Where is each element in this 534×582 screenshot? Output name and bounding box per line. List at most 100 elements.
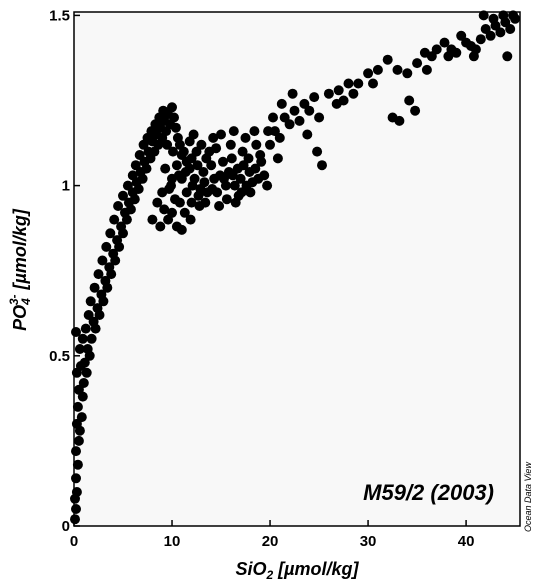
data-point <box>214 201 225 211</box>
data-point <box>312 146 323 157</box>
data-point <box>134 150 145 160</box>
data-point <box>317 160 327 171</box>
data-point <box>240 132 251 143</box>
data-point <box>294 115 305 126</box>
data-point <box>309 92 320 103</box>
data-point <box>72 401 83 412</box>
data-point <box>268 112 278 123</box>
data-point <box>89 282 100 293</box>
data-point <box>155 221 166 232</box>
data-point <box>368 78 378 89</box>
x-axis-title-unit: [µmol/kg] <box>273 559 359 579</box>
y-axis-title-sub: 4 <box>19 298 33 306</box>
data-point <box>287 88 298 99</box>
data-point <box>302 129 313 140</box>
data-point <box>105 228 116 239</box>
data-point <box>176 224 187 235</box>
data-point <box>443 51 454 62</box>
data-point <box>372 64 383 75</box>
data-point <box>193 190 204 201</box>
data-point <box>237 146 248 157</box>
data-point <box>93 269 104 280</box>
data-point <box>98 296 109 307</box>
data-point <box>262 180 273 191</box>
data-point <box>168 146 178 157</box>
data-point <box>133 184 144 194</box>
plot-background <box>74 12 520 526</box>
x-tick-label: 0 <box>70 533 78 550</box>
data-point <box>185 214 196 225</box>
data-point <box>235 173 246 184</box>
data-point <box>178 146 189 157</box>
data-point <box>216 129 226 140</box>
data-point <box>478 10 489 21</box>
data-point <box>229 180 240 191</box>
data-point <box>236 187 247 198</box>
data-point <box>97 255 108 266</box>
data-point <box>84 350 95 361</box>
data-point <box>169 112 179 123</box>
data-point <box>118 190 128 201</box>
data-point <box>199 177 210 188</box>
data-point <box>141 163 152 174</box>
y-tick-label: 0 <box>62 518 70 535</box>
data-point <box>276 98 287 109</box>
data-point <box>121 214 132 225</box>
data-point <box>495 27 506 38</box>
data-point <box>382 54 393 65</box>
data-point <box>218 156 228 167</box>
data-point <box>468 51 479 62</box>
data-point <box>77 333 88 344</box>
data-point <box>74 425 85 436</box>
axis-ticks: 0 10 20 30 40 0 0.5 1 1.5 <box>49 7 474 550</box>
data-point <box>402 68 413 79</box>
x-axis-title: SiO2 [µmol/kg] <box>235 559 359 582</box>
data-point <box>333 85 344 96</box>
data-point <box>243 153 254 164</box>
data-point <box>488 13 499 24</box>
data-points <box>70 10 521 525</box>
data-point <box>76 412 87 423</box>
data-point <box>363 68 374 79</box>
data-point <box>249 126 260 137</box>
data-point <box>71 446 81 457</box>
data-point <box>274 132 285 143</box>
data-point <box>196 139 207 150</box>
x-tick-label: 30 <box>360 533 377 550</box>
data-point <box>129 194 140 205</box>
data-point <box>181 187 192 198</box>
data-point <box>198 167 209 177</box>
data-point <box>323 88 334 99</box>
data-point <box>113 201 124 211</box>
data-point <box>439 37 450 48</box>
x-axis-title-base: SiO <box>235 559 266 579</box>
y-tick-label: 1.5 <box>49 7 70 24</box>
data-point <box>83 310 94 320</box>
data-point <box>101 241 112 252</box>
data-point <box>343 78 354 89</box>
data-point <box>412 58 423 69</box>
data-point <box>272 153 283 164</box>
data-point <box>160 163 171 174</box>
data-point <box>166 180 176 191</box>
data-point <box>110 255 121 266</box>
data-point <box>245 187 256 198</box>
x-tick-label: 10 <box>164 533 181 550</box>
data-point <box>230 197 241 208</box>
data-point <box>227 170 238 181</box>
data-point <box>502 51 513 62</box>
data-point <box>211 143 222 154</box>
data-point <box>106 269 117 280</box>
data-point <box>221 194 232 205</box>
data-point <box>265 139 275 150</box>
data-point <box>206 160 217 171</box>
data-point <box>485 30 496 41</box>
plot-frame <box>73 11 521 527</box>
y-axis-title-sup: 3- <box>7 294 21 305</box>
data-point <box>118 228 128 239</box>
data-point <box>159 204 170 215</box>
data-point <box>109 214 120 225</box>
data-point <box>162 139 173 150</box>
data-point <box>348 88 359 99</box>
